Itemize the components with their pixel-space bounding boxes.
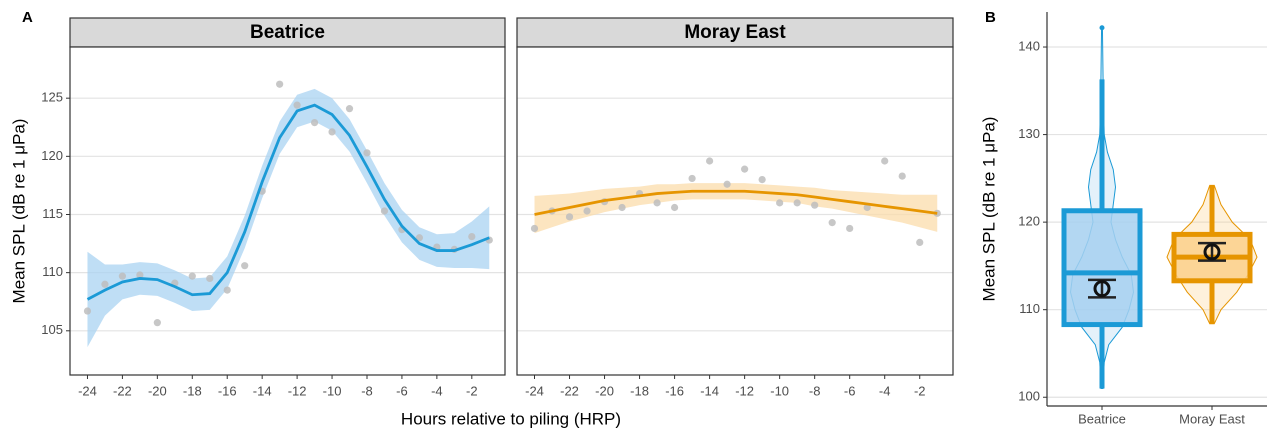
data-point bbox=[828, 219, 836, 227]
y-tick-label: 140 bbox=[1018, 38, 1040, 53]
data-point bbox=[468, 232, 476, 241]
panel-label: B bbox=[985, 9, 996, 26]
data-point bbox=[276, 80, 284, 88]
x-tick-label: -4 bbox=[879, 383, 891, 398]
data-point bbox=[741, 165, 749, 173]
data-point bbox=[530, 224, 539, 233]
x-tick-label: -24 bbox=[525, 383, 544, 398]
y-tick-label: 100 bbox=[1018, 389, 1040, 404]
facet-strip bbox=[516, 17, 954, 48]
x-tick-label: -6 bbox=[844, 383, 856, 398]
x-tick-label: -8 bbox=[809, 383, 821, 398]
fit-line bbox=[534, 189, 938, 216]
data-point bbox=[793, 199, 801, 207]
data-point bbox=[565, 213, 574, 221]
data-point bbox=[688, 174, 696, 183]
panel-label: A bbox=[22, 9, 33, 26]
data-point bbox=[916, 238, 924, 247]
x-tick-label: Beatrice bbox=[1078, 411, 1126, 426]
data-point bbox=[758, 175, 766, 184]
plot-background bbox=[70, 47, 505, 375]
x-tick-label: -20 bbox=[595, 383, 614, 398]
facet-strip bbox=[69, 17, 506, 48]
outlier bbox=[1099, 25, 1105, 31]
data-point bbox=[380, 207, 389, 215]
data-point bbox=[811, 201, 819, 209]
y-tick-label: 105 bbox=[41, 322, 63, 337]
plot-border bbox=[516, 46, 954, 376]
data-point bbox=[118, 272, 127, 280]
data-point bbox=[136, 271, 144, 279]
data-point bbox=[293, 101, 301, 109]
data-point bbox=[863, 203, 871, 212]
data-point bbox=[881, 157, 889, 165]
y-tick-label: 110 bbox=[1019, 301, 1040, 316]
data-point bbox=[328, 128, 336, 136]
mean-point bbox=[1093, 280, 1111, 298]
x-tick-label: -10 bbox=[770, 383, 789, 398]
data-point bbox=[310, 119, 319, 127]
y-tick-label: 125 bbox=[41, 90, 63, 105]
x-tick-label: -16 bbox=[665, 383, 684, 398]
data-point bbox=[363, 149, 371, 157]
y-tick-label: 120 bbox=[41, 148, 63, 163]
x-tick-label: -2 bbox=[914, 383, 926, 398]
x-tick-label: -22 bbox=[113, 383, 132, 398]
y-tick-label: 110 bbox=[42, 264, 63, 279]
data-point bbox=[706, 157, 714, 165]
plot-border bbox=[69, 46, 506, 376]
data-point bbox=[415, 234, 423, 242]
data-point bbox=[223, 286, 231, 294]
data-point bbox=[898, 172, 906, 180]
data-point bbox=[241, 262, 249, 270]
x-tick-label: -14 bbox=[700, 383, 719, 398]
box bbox=[1061, 208, 1143, 328]
x-tick-label: -24 bbox=[78, 383, 97, 398]
data-point bbox=[846, 224, 854, 233]
x-axis-title: Hours relative to piling (HRP) bbox=[401, 409, 621, 428]
x-tick-label: -12 bbox=[288, 383, 307, 398]
x-tick-label: -18 bbox=[183, 383, 202, 398]
data-point bbox=[83, 307, 92, 315]
fit-line bbox=[86, 103, 490, 301]
mean-point bbox=[1203, 243, 1221, 261]
x-tick-label: -8 bbox=[361, 383, 373, 398]
x-tick-label: -16 bbox=[218, 383, 237, 398]
data-point bbox=[618, 203, 626, 212]
data-point bbox=[206, 274, 214, 283]
data-point bbox=[653, 199, 661, 207]
data-point bbox=[345, 105, 354, 113]
x-tick-label: -6 bbox=[396, 383, 408, 398]
confidence-band bbox=[87, 88, 490, 348]
x-tick-label: -18 bbox=[630, 383, 649, 398]
x-tick-label: -2 bbox=[466, 383, 478, 398]
y-axis-title: Mean SPL (dB re 1 μPa) bbox=[979, 117, 998, 302]
x-tick-label: -22 bbox=[560, 383, 579, 398]
data-point bbox=[101, 280, 109, 288]
data-point bbox=[776, 199, 784, 207]
facet-title: Moray East bbox=[684, 22, 786, 43]
data-point bbox=[153, 319, 161, 327]
facet-title: Beatrice bbox=[250, 22, 325, 43]
y-tick-label: 130 bbox=[1018, 126, 1040, 141]
x-tick-label: -10 bbox=[323, 383, 342, 398]
x-tick-label: -4 bbox=[431, 383, 443, 398]
x-tick-label: -20 bbox=[148, 383, 167, 398]
data-point bbox=[670, 203, 679, 212]
x-tick-label: -12 bbox=[735, 383, 754, 398]
data-point bbox=[188, 272, 196, 280]
y-axis-title: Mean SPL (dB re 1 μPa) bbox=[9, 119, 28, 304]
x-tick-label: -14 bbox=[253, 383, 272, 398]
x-tick-label: Moray East bbox=[1179, 411, 1245, 426]
y-tick-label: 120 bbox=[1018, 214, 1040, 229]
y-tick-label: 115 bbox=[42, 206, 63, 221]
data-point bbox=[583, 207, 591, 215]
data-point bbox=[723, 180, 731, 188]
